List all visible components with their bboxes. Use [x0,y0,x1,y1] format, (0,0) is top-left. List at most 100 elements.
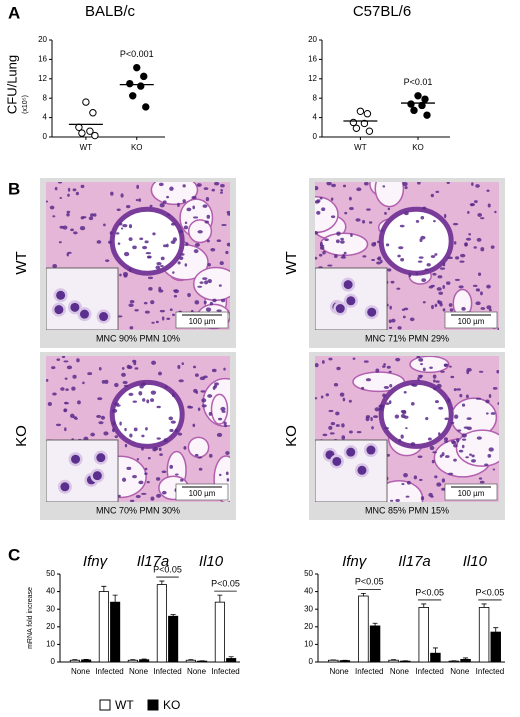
nucleus [141,434,145,438]
nucleus [159,203,165,208]
nucleus [456,388,461,391]
nucleus [480,291,483,296]
nucleus [477,212,483,217]
nucleus [453,241,457,245]
bar [460,658,471,663]
nucleus [356,187,362,192]
nucleus [90,213,95,217]
nucleus [115,404,121,407]
nucleus [432,379,436,383]
x-tick-label: None [390,667,410,676]
nucleus [417,374,424,378]
nucleus [431,304,434,310]
nucleus [417,260,423,263]
nucleus [397,326,402,330]
nucleus [195,390,198,394]
nucleus [52,392,57,396]
alveolus [374,182,405,208]
nucleus [150,390,157,395]
nucleus [386,365,391,369]
nucleus [375,368,380,373]
inset-nucleus [366,445,376,455]
nucleus [329,432,335,435]
nucleus [66,210,71,214]
nucleus [163,438,168,443]
nucleus [318,253,323,257]
nucleus [150,496,155,501]
nucleus [67,187,71,192]
nucleus [480,307,486,310]
nucleus [442,308,446,312]
nucleus [382,185,386,188]
nucleus [327,264,333,267]
nucleus [64,427,67,432]
nucleus [360,386,365,390]
nucleus [348,196,352,201]
nucleus [202,277,208,280]
p-value: P<0.05 [153,564,182,574]
nucleus [465,237,472,241]
nucleus [197,230,203,234]
data-point [142,103,150,111]
nucleus [62,225,68,230]
nucleus [444,455,450,459]
nucleus [52,215,56,218]
nucleus [430,255,436,258]
nucleus [457,429,462,432]
nucleus [444,363,448,368]
data-point [356,107,365,115]
error-bar [112,594,118,603]
nucleus [384,211,387,215]
inset-nucleus [70,302,80,312]
nucleus [177,364,181,369]
nucleus [437,299,440,304]
nucleus [194,373,199,377]
nucleus [134,309,139,312]
nucleus [47,401,52,406]
nucleus [112,428,115,433]
data-point [89,109,97,117]
scale-box [444,311,498,329]
nucleus [64,402,69,405]
nucleus [98,421,104,425]
y-tick-label: 20 [308,35,317,44]
nucleus [90,432,95,437]
nucleus [340,256,347,259]
nucleus [128,392,134,396]
nucleus [101,379,106,384]
data-point [140,72,148,81]
nucleus [217,417,223,421]
nucleus [225,250,229,255]
nucleus [64,408,68,412]
inset-nucleus [335,304,345,314]
nucleus [225,471,229,476]
nucleus [119,273,122,277]
nucleus [177,261,181,265]
data-point [365,127,374,135]
nucleus [141,446,144,451]
nucleus [328,409,334,413]
nucleus [79,225,86,231]
nucleus [136,184,140,189]
nucleus [435,380,440,383]
nucleus [204,280,209,285]
inset-nucleus [346,447,356,457]
nucleus [49,205,55,210]
y-tick-label: 20 [38,35,47,44]
nucleus [66,365,73,370]
nucleus [477,288,480,292]
alveolus [210,393,229,425]
nucleus [444,417,449,421]
nucleus [335,239,340,244]
nucleus [196,183,202,187]
bar [127,659,138,663]
row-label: WT [13,251,30,274]
nucleus [486,284,491,289]
nucleus [411,383,416,387]
nucleus [319,196,323,200]
nucleus [429,445,435,451]
nucleus [486,189,490,192]
x-tick-label: WT [354,143,367,152]
nucleus [328,425,333,430]
